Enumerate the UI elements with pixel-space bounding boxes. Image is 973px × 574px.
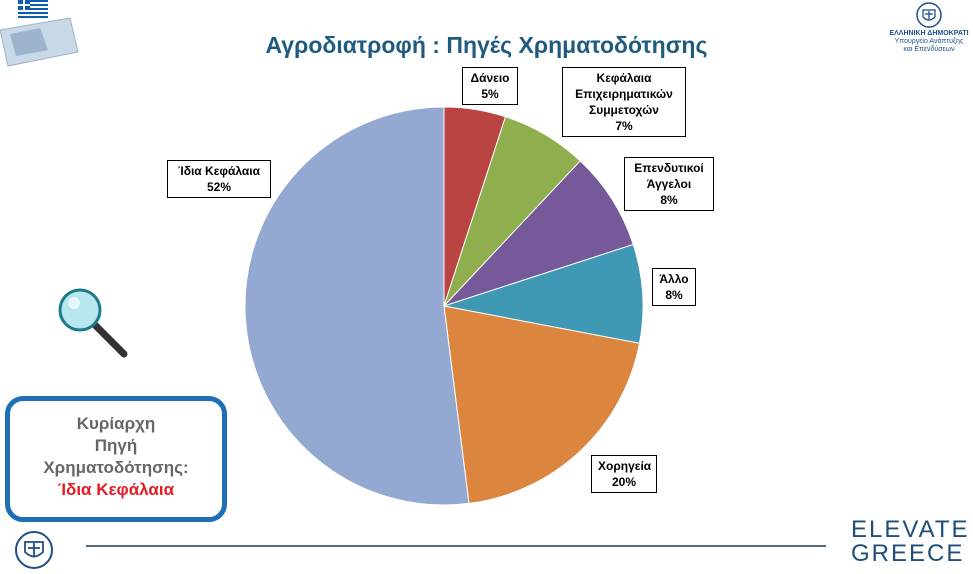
pie-label-text: Επιχειρηματικών	[575, 87, 673, 101]
pie-label-text: Άλλο	[659, 272, 689, 286]
pie-label-value: 8%	[665, 288, 683, 302]
pie-label-value: 7%	[615, 119, 633, 133]
callout-line-2: Πηγή	[94, 436, 138, 455]
pie-label-value: 8%	[660, 193, 678, 207]
pie-slice-5	[244, 106, 470, 506]
pie-data-label-4: Χορηγεία 20%	[591, 455, 657, 493]
callout-highlight: Ίδια Κεφάλαια	[57, 480, 175, 499]
elevate-greece-logo: ELEVATE GREECE	[851, 516, 970, 567]
pie-label-text: Συμμετοχών	[589, 103, 659, 117]
map-flag-icon	[0, 0, 79, 67]
pie-data-label-3: Άλλο 8%	[652, 268, 696, 306]
pie-label-text: Άγγελοι	[646, 177, 692, 191]
government-logo: ΕΛΛΗΝΙΚΗ ΔΗΜΟΚΡΑΤΙ Υπουργείο Ανάπτυξης κ…	[889, 2, 969, 54]
elevate-logo-text2: GREECE	[851, 540, 965, 567]
dominant-source-callout: Κυρίαρχη Πηγή Χρηματοδότησης: Ίδια Κεφάλ…	[5, 396, 227, 522]
pie-label-text: Ίδια Κεφάλαια	[178, 164, 260, 178]
pie-label-value: 20%	[611, 475, 637, 489]
pie-slice-3	[443, 243, 644, 344]
gov-emblem-icon	[916, 2, 942, 28]
footer-divider	[86, 545, 826, 547]
magnifier-icon	[58, 288, 128, 358]
pie-data-label-1: Κεφάλαια Επιχειρηματικών Συμμετοχών 7%	[562, 67, 686, 137]
pie-label-value: 5%	[481, 87, 499, 101]
callout-line-1: Κυρίαρχη	[76, 414, 156, 433]
pie-label-text: Κεφάλαια	[596, 71, 652, 85]
chart-title: Αγροδιατροφή : Πηγές Χρηματοδότησης	[265, 32, 708, 58]
gov-logo-line2: Υπουργείο Ανάπτυξης	[894, 38, 964, 45]
pie-slice-2	[443, 160, 634, 307]
gov-logo-line3: και Επενδύσεων	[903, 46, 955, 53]
pie-label-value: 52%	[206, 180, 232, 194]
pie-data-label-0: Δάνειο 5%	[462, 67, 518, 105]
emblem-bottom-icon	[15, 531, 53, 569]
pie-data-label-5: Ίδια Κεφάλαια 52%	[167, 160, 271, 198]
callout-line-3: Χρηματοδότησης:	[43, 458, 189, 477]
gov-logo-line1: ΕΛΛΗΝΙΚΗ ΔΗΜΟΚΡΑΤΙ	[889, 30, 969, 37]
pie-label-text: Επενδυτικοί	[634, 161, 704, 175]
pie-slice-4	[443, 305, 641, 504]
elevate-logo-text1: ELEVATE	[851, 516, 970, 543]
pie-data-label-2: Επενδυτικοί Άγγελοι 8%	[624, 157, 714, 211]
pie-label-text: Χορηγεία	[598, 459, 652, 473]
pie-label-text: Δάνειο	[470, 71, 510, 85]
